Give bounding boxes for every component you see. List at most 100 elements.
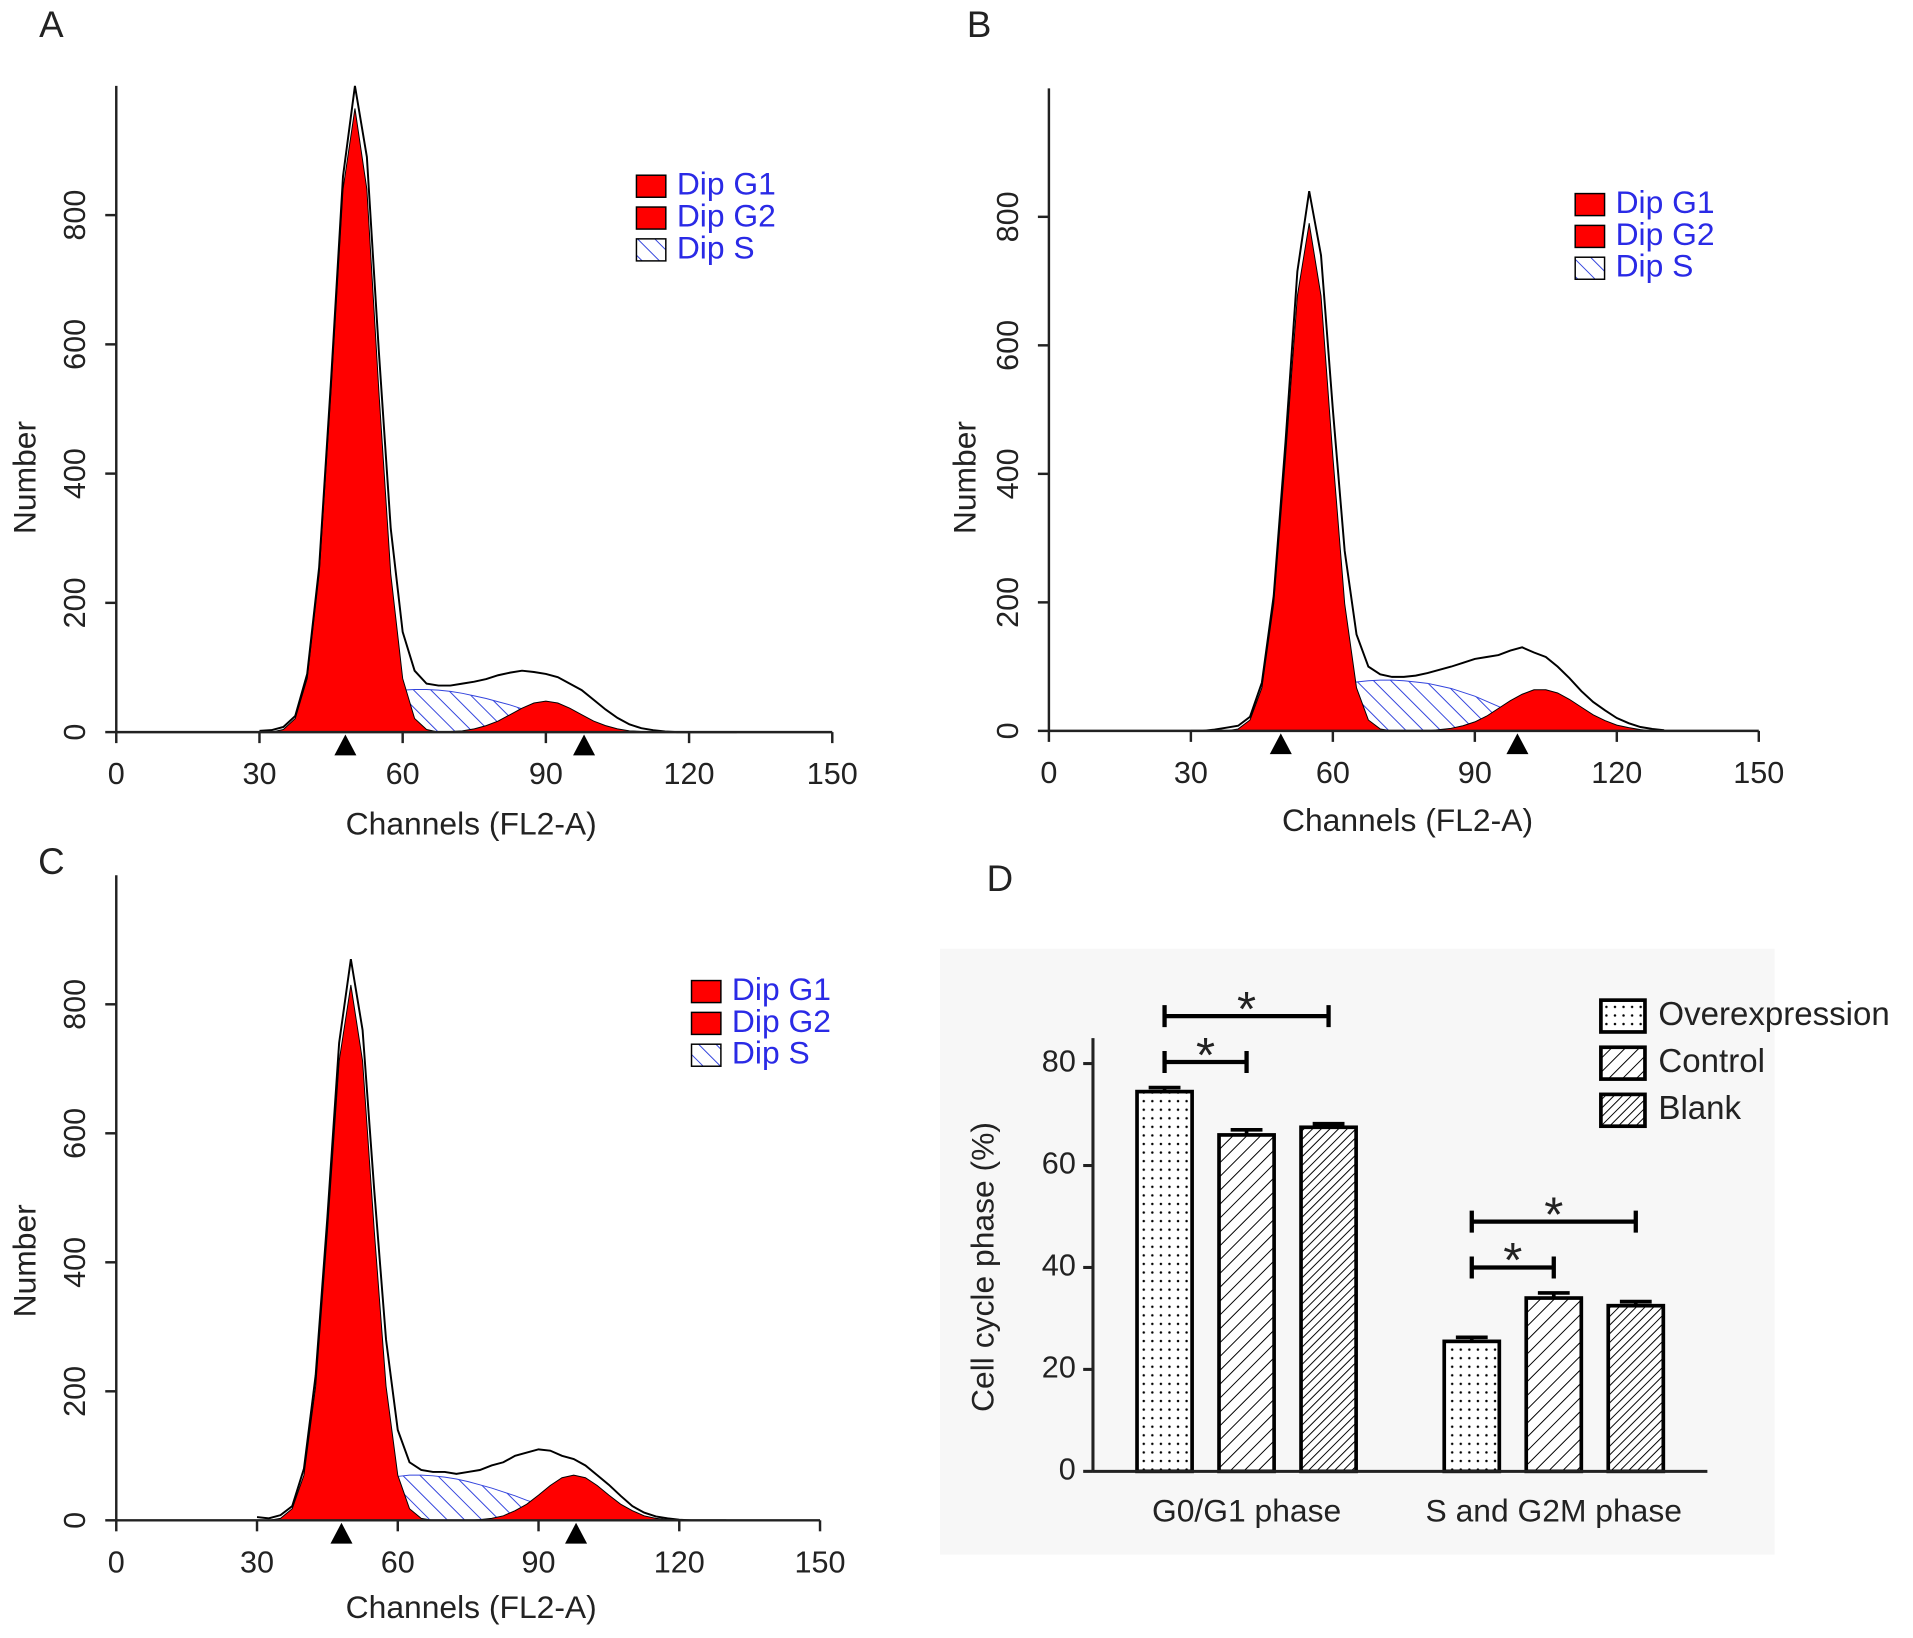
y-tick-label: 400 bbox=[58, 448, 92, 499]
peak-marker bbox=[334, 734, 357, 756]
y-tick-label: 0 bbox=[1059, 1452, 1076, 1486]
legend-label: Dip G1 bbox=[732, 971, 831, 1007]
legend-swatch bbox=[635, 238, 667, 262]
significance-label: * bbox=[1237, 983, 1256, 1037]
y-axis-label: Number bbox=[6, 1204, 42, 1318]
x-tick-label: 150 bbox=[1733, 756, 1784, 790]
fit-area bbox=[1190, 223, 1665, 732]
bar bbox=[1299, 1125, 1358, 1474]
x-axis-label: Channels (FL2-A) bbox=[346, 1589, 597, 1625]
x-tick-label: 120 bbox=[1591, 756, 1642, 790]
y-tick-label: 80 bbox=[1042, 1045, 1076, 1079]
x-tick-label: 30 bbox=[1174, 756, 1208, 790]
peak-marker bbox=[573, 734, 596, 756]
y-tick-label: 400 bbox=[58, 1237, 92, 1288]
significance-label: * bbox=[1544, 1188, 1563, 1242]
x-tick-label: 90 bbox=[529, 757, 563, 791]
y-axis-label: Cell cycle phase (%) bbox=[965, 1122, 1001, 1412]
peak-marker bbox=[565, 1522, 588, 1544]
legend-label: Control bbox=[1658, 1043, 1764, 1080]
y-axis-label: Number bbox=[946, 421, 982, 535]
legend-swatch bbox=[1599, 1045, 1647, 1081]
legend-label: Dip G2 bbox=[732, 1003, 831, 1039]
x-tick-label: 120 bbox=[664, 757, 715, 791]
legend-swatch bbox=[1574, 224, 1606, 249]
significance-bracket bbox=[1162, 1005, 1331, 1028]
y-tick-label: 200 bbox=[58, 1366, 92, 1417]
y-tick-label: 600 bbox=[991, 320, 1025, 371]
legend-swatch bbox=[635, 206, 667, 230]
y-tick-label: 0 bbox=[58, 1512, 92, 1529]
y-tick-label: 800 bbox=[58, 190, 92, 241]
x-tick-label: 0 bbox=[108, 1545, 125, 1579]
histogram-line bbox=[256, 958, 727, 1522]
x-tick-label: 120 bbox=[654, 1545, 705, 1579]
x-tick-label: 150 bbox=[807, 757, 858, 791]
legend-swatch bbox=[635, 174, 667, 198]
panel-letter: C bbox=[38, 841, 65, 882]
x-tick-label: 30 bbox=[240, 1545, 274, 1579]
significance-bracket bbox=[1162, 1051, 1249, 1074]
x-tick-label: 60 bbox=[386, 757, 420, 791]
histogram-line bbox=[259, 85, 737, 734]
error-bar bbox=[1455, 1335, 1488, 1342]
y-tick-label: 200 bbox=[58, 577, 92, 628]
y-tick-label: 40 bbox=[1042, 1249, 1076, 1283]
significance-bracket bbox=[1469, 1256, 1556, 1279]
legend-label: Blank bbox=[1658, 1090, 1741, 1127]
x-tick-label: 90 bbox=[1458, 756, 1492, 790]
y-tick-label: 400 bbox=[991, 448, 1025, 499]
x-tick-label: 150 bbox=[795, 1545, 846, 1579]
legend-label: Dip G2 bbox=[677, 197, 776, 233]
panel-letter: A bbox=[39, 4, 64, 45]
legend-label: Dip S bbox=[732, 1035, 810, 1071]
bar bbox=[1217, 1133, 1276, 1474]
bar bbox=[1442, 1339, 1502, 1474]
legend-swatch bbox=[1574, 256, 1606, 280]
y-tick-label: 800 bbox=[58, 979, 92, 1030]
y-tick-label: 600 bbox=[58, 319, 92, 370]
x-tick-label: 0 bbox=[108, 757, 125, 791]
y-axis-label: Number bbox=[6, 421, 42, 535]
histogram-line bbox=[1190, 190, 1665, 732]
x-tick-label: G0/G1 phase bbox=[1152, 1492, 1341, 1528]
x-tick-label: 30 bbox=[242, 757, 276, 791]
x-axis-label: Channels (FL2-A) bbox=[346, 806, 597, 842]
legend-label: Dip G2 bbox=[1616, 216, 1715, 252]
bar bbox=[1135, 1089, 1194, 1474]
significance-bracket bbox=[1469, 1210, 1638, 1233]
error-bar bbox=[1148, 1085, 1181, 1092]
peak-marker bbox=[330, 1522, 353, 1544]
bar bbox=[1606, 1303, 1666, 1474]
legend-swatch bbox=[1574, 192, 1606, 217]
y-tick-label: 0 bbox=[58, 724, 92, 741]
x-tick-label: 90 bbox=[522, 1545, 556, 1579]
y-tick-label: 20 bbox=[1042, 1350, 1076, 1384]
y-tick-label: 0 bbox=[991, 722, 1025, 739]
significance-label: * bbox=[1196, 1029, 1215, 1083]
legend-label: Dip G1 bbox=[1616, 184, 1715, 220]
legend-label: Dip S bbox=[1616, 248, 1694, 284]
legend-swatch bbox=[690, 979, 722, 1004]
y-tick-label: 600 bbox=[58, 1108, 92, 1159]
legend-swatch bbox=[1599, 1092, 1647, 1129]
fit-area bbox=[257, 984, 727, 1521]
peak-marker bbox=[1506, 733, 1529, 755]
y-tick-label: 800 bbox=[991, 191, 1025, 242]
panel-letter: D bbox=[987, 858, 1014, 899]
legend-swatch bbox=[1599, 998, 1647, 1034]
x-tick-label: 60 bbox=[1316, 756, 1350, 790]
error-bar bbox=[1537, 1291, 1570, 1299]
legend-swatch bbox=[690, 1011, 722, 1036]
legend-swatch bbox=[690, 1043, 722, 1067]
bar bbox=[1524, 1296, 1584, 1474]
fit-area bbox=[259, 108, 737, 733]
legend-label: Overexpression bbox=[1658, 996, 1889, 1033]
legend-label: Dip G1 bbox=[677, 166, 776, 202]
x-tick-label: S and G2M phase bbox=[1426, 1492, 1682, 1528]
x-axis-label: Channels (FL2-A) bbox=[1282, 802, 1533, 838]
y-tick-label: 200 bbox=[991, 577, 1025, 628]
error-bar bbox=[1312, 1121, 1345, 1128]
